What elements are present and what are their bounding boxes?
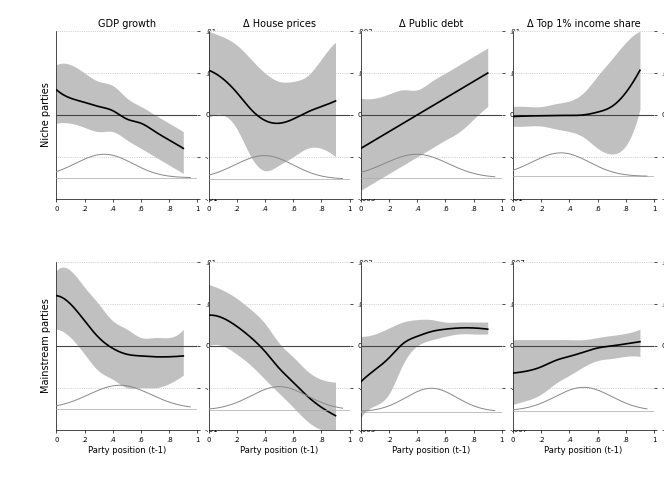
- X-axis label: Party position (t-1): Party position (t-1): [544, 446, 623, 455]
- X-axis label: Party position (t-1): Party position (t-1): [88, 446, 166, 455]
- Title: Δ Top 1% income share: Δ Top 1% income share: [527, 19, 640, 29]
- Title: GDP growth: GDP growth: [98, 19, 156, 29]
- X-axis label: Party position (t-1): Party position (t-1): [240, 446, 318, 455]
- Y-axis label: Mainstream parties: Mainstream parties: [41, 299, 51, 393]
- Title: Δ House prices: Δ House prices: [242, 19, 315, 29]
- X-axis label: Party position (t-1): Party position (t-1): [392, 446, 471, 455]
- Title: Δ Public debt: Δ Public debt: [399, 19, 463, 29]
- Y-axis label: Niche parties: Niche parties: [41, 83, 51, 147]
